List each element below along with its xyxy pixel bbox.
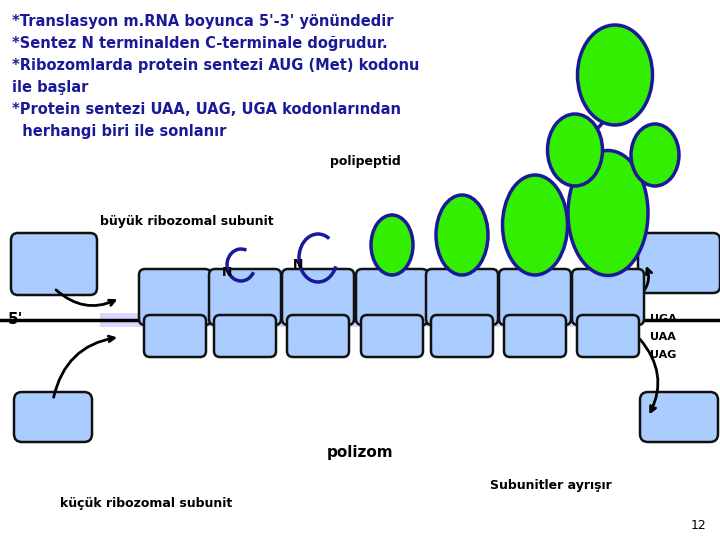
FancyBboxPatch shape <box>214 315 276 357</box>
Ellipse shape <box>547 114 603 186</box>
Text: polizom: polizom <box>327 445 393 460</box>
FancyBboxPatch shape <box>577 315 639 357</box>
Text: herhangi biri ile sonlanır: herhangi biri ile sonlanır <box>12 124 226 139</box>
Text: *Sentez N terminalden C-terminale doğrudur.: *Sentez N terminalden C-terminale doğrud… <box>12 36 387 51</box>
Text: polipeptid: polipeptid <box>330 155 401 168</box>
Text: 12: 12 <box>690 519 706 532</box>
FancyBboxPatch shape <box>426 269 498 325</box>
Ellipse shape <box>436 195 488 275</box>
Text: N: N <box>293 259 303 272</box>
Ellipse shape <box>568 151 648 275</box>
Text: N: N <box>222 267 232 280</box>
Text: UGA: UGA <box>650 314 677 324</box>
FancyBboxPatch shape <box>356 269 428 325</box>
FancyBboxPatch shape <box>209 269 281 325</box>
FancyBboxPatch shape <box>100 313 635 327</box>
Text: UAA: UAA <box>650 332 676 342</box>
Ellipse shape <box>503 175 567 275</box>
FancyBboxPatch shape <box>139 269 211 325</box>
FancyBboxPatch shape <box>431 315 493 357</box>
FancyBboxPatch shape <box>11 233 97 295</box>
FancyBboxPatch shape <box>361 315 423 357</box>
Text: *Protein sentezi UAA, UAG, UGA kodonlarından: *Protein sentezi UAA, UAG, UGA kodonları… <box>12 102 401 117</box>
FancyBboxPatch shape <box>499 269 571 325</box>
Text: Subunitler ayrışır: Subunitler ayrışır <box>490 479 612 492</box>
Ellipse shape <box>631 124 679 186</box>
Text: ile başlar: ile başlar <box>12 80 89 95</box>
Ellipse shape <box>371 215 413 275</box>
Text: büyük ribozomal subunit: büyük ribozomal subunit <box>100 215 274 228</box>
Text: 5': 5' <box>8 313 23 327</box>
FancyBboxPatch shape <box>282 269 354 325</box>
FancyBboxPatch shape <box>640 392 718 442</box>
FancyBboxPatch shape <box>638 233 720 293</box>
FancyBboxPatch shape <box>144 315 206 357</box>
Ellipse shape <box>577 25 652 125</box>
FancyBboxPatch shape <box>287 315 349 357</box>
Text: küçük ribozomal subunit: küçük ribozomal subunit <box>60 497 233 510</box>
FancyBboxPatch shape <box>504 315 566 357</box>
Text: *Translasyon m.RNA boyunca 5'-3' yönündedir: *Translasyon m.RNA boyunca 5'-3' yönünde… <box>12 14 394 29</box>
FancyBboxPatch shape <box>14 392 92 442</box>
Text: AUG: AUG <box>161 314 189 327</box>
FancyBboxPatch shape <box>572 269 644 325</box>
Text: UAG: UAG <box>650 350 676 360</box>
Text: *Ribozomlarda protein sentezi AUG (Met) kodonu: *Ribozomlarda protein sentezi AUG (Met) … <box>12 58 419 73</box>
